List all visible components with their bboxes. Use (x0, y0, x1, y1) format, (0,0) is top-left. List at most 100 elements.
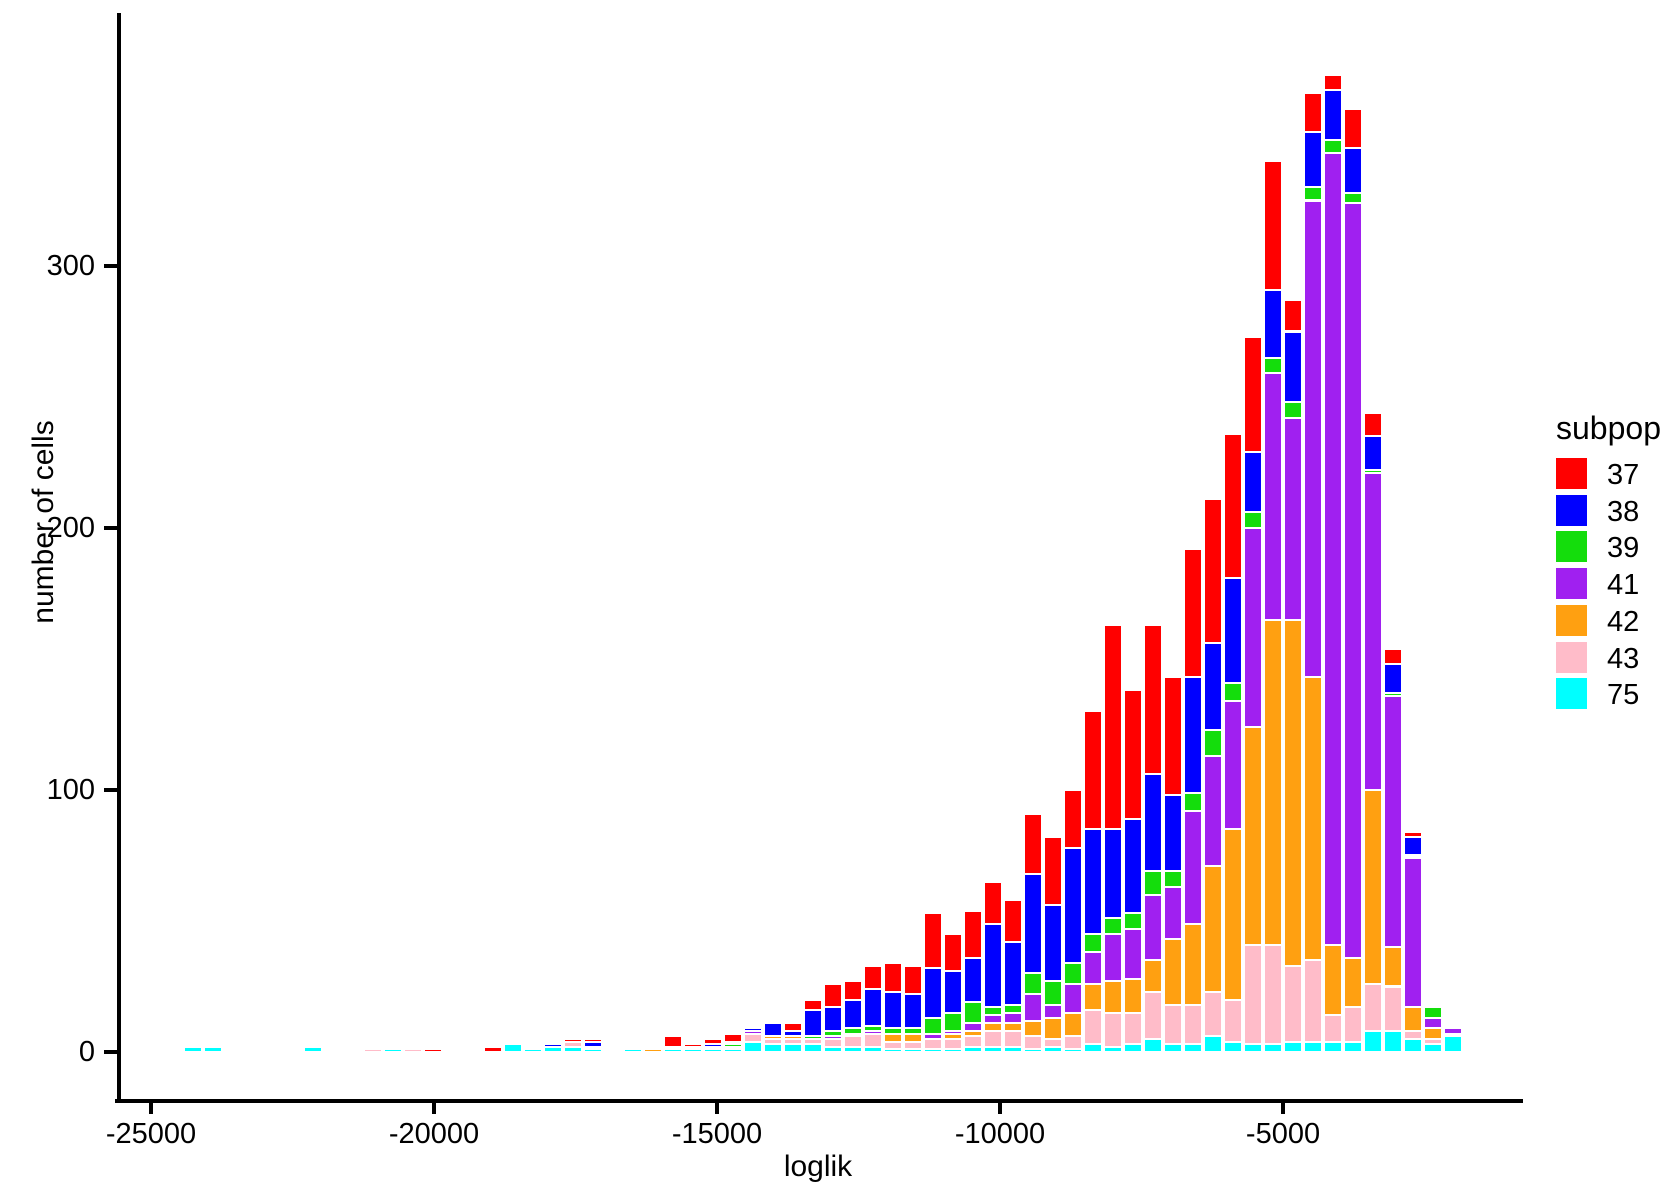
bar-segment-subpop-37 (944, 934, 962, 971)
bar-segment-subpop-43 (1364, 983, 1382, 1032)
legend-label: 39 (1607, 532, 1640, 564)
bar-segment-subpop-41 (1284, 417, 1302, 620)
bar-segment-subpop-75 (1184, 1044, 1202, 1052)
bar-segment-subpop-39 (1224, 682, 1242, 701)
bar-segment-subpop-42 (1144, 960, 1162, 992)
bar-segment-subpop-42 (1304, 677, 1322, 961)
y-tick-label: 0 (78, 1036, 95, 1068)
legend-row-subpop-75: 75 (1556, 678, 1680, 711)
legend-label: 43 (1607, 643, 1640, 675)
bar-segment-subpop-75 (1364, 1031, 1382, 1052)
bar-segment-subpop-43 (584, 1046, 602, 1050)
bar-segment-subpop-37 (1044, 837, 1062, 906)
x-tick-mark (432, 1103, 436, 1114)
bar-segment-subpop-42 (1344, 957, 1362, 1008)
bar-segment-subpop-38 (544, 1044, 562, 1047)
bar-segment-subpop-38 (644, 1046, 662, 1050)
bar-segment-subpop-43 (1144, 991, 1162, 1039)
bar-segment-subpop-75 (1384, 1031, 1402, 1052)
bar-segment-subpop-39 (1064, 962, 1082, 984)
bar-segment-subpop-37 (1244, 336, 1262, 452)
bar-segment-subpop-75 (584, 1049, 602, 1052)
bar-segment-subpop-43 (1104, 1012, 1122, 1047)
bar-segment-subpop-38 (364, 1046, 382, 1050)
bar-segment-subpop-75 (1064, 1049, 1082, 1052)
bar-segment-subpop-75 (1024, 1049, 1042, 1052)
bar-segment-subpop-41 (1384, 695, 1402, 948)
bar-segment-subpop-75 (844, 1046, 862, 1052)
legend-label: 42 (1607, 606, 1640, 638)
bar-segment-subpop-37 (1224, 433, 1242, 578)
bar-segment-subpop-43 (1164, 1004, 1182, 1045)
bar-segment-subpop-37 (884, 962, 902, 992)
bar-segment-subpop-41 (864, 1031, 882, 1034)
legend-row-subpop-41: 41 (1556, 568, 1680, 601)
y-tick-mark (104, 264, 117, 268)
bar-segment-subpop-75 (624, 1049, 642, 1052)
bar-segment-subpop-39 (904, 1028, 922, 1034)
bar-segment-subpop-39 (804, 1036, 822, 1039)
bar-segment-subpop-37 (784, 1023, 802, 1032)
bar-segment-subpop-41 (1264, 373, 1282, 620)
bar-segment-subpop-39 (1264, 357, 1282, 374)
bar-segment-subpop-43 (1204, 991, 1222, 1037)
bar-segment-subpop-39 (1344, 192, 1362, 204)
bar-segment-subpop-75 (984, 1046, 1002, 1052)
bar-segment-subpop-39 (964, 1002, 982, 1024)
bar-segment-subpop-38 (964, 957, 982, 1003)
bar-segment-subpop-43 (1264, 944, 1282, 1045)
bar-segment-subpop-38 (1344, 148, 1362, 193)
bar-segment-subpop-39 (1164, 871, 1182, 887)
bar-segment-subpop-37 (744, 1025, 762, 1029)
bar-segment-subpop-37 (504, 1041, 522, 1045)
bar-segment-subpop-75 (1164, 1044, 1182, 1052)
bar-segment-subpop-39 (1384, 693, 1402, 696)
legend: subpop 37 38 39 41 42 43 75 (1556, 410, 1680, 720)
bar-segment-subpop-42 (944, 1033, 962, 1039)
x-tick-label: -10000 (954, 1118, 1046, 1150)
bar-segment-subpop-42 (1184, 923, 1202, 1005)
bar-segment-subpop-43 (724, 1046, 742, 1050)
bar-segment-subpop-41 (984, 1015, 1002, 1024)
bar-segment-subpop-41 (824, 1036, 842, 1039)
bar-segment-subpop-41 (1404, 858, 1422, 1008)
bar-segment-subpop-75 (804, 1044, 822, 1052)
bar-segment-subpop-37 (564, 1038, 582, 1042)
bar-segment-subpop-38 (1404, 837, 1422, 856)
bar-segment-subpop-75 (1324, 1041, 1342, 1052)
bar-segment-subpop-37 (1324, 74, 1342, 91)
bar-segment-subpop-41 (1364, 472, 1382, 790)
bar-segment-subpop-39 (1404, 855, 1422, 859)
bar-segment-subpop-43 (1304, 960, 1322, 1042)
bar-segment-subpop-42 (1284, 619, 1302, 966)
bar-segment-subpop-75 (664, 1049, 682, 1052)
bar-segment-subpop-38 (744, 1028, 762, 1032)
bar-segment-subpop-75 (944, 1049, 962, 1052)
bar-segment-subpop-38 (704, 1044, 722, 1047)
bar-segment-subpop-41 (1064, 983, 1082, 1013)
bar-segment-subpop-43 (1084, 1010, 1102, 1045)
bar-segment-subpop-38 (1264, 289, 1282, 358)
bar-segment-subpop-37 (424, 1049, 442, 1052)
bar-segment-subpop-41 (1324, 153, 1342, 945)
bar-segment-subpop-42 (904, 1033, 922, 1042)
bar-segment-subpop-39 (984, 1007, 1002, 1016)
bar-segment-subpop-37 (584, 1038, 602, 1042)
bar-segment-subpop-37 (864, 965, 882, 990)
bar-segment-subpop-43 (404, 1049, 422, 1052)
bar-segment-subpop-75 (1304, 1041, 1322, 1052)
bar-segment-subpop-43 (364, 1049, 382, 1052)
legend-row-subpop-42: 42 (1556, 605, 1680, 638)
bar-segment-subpop-37 (844, 981, 862, 1000)
bar-segment-subpop-41 (1144, 894, 1162, 961)
bar-segment-subpop-43 (564, 1041, 582, 1047)
bar-segment-subpop-75 (1264, 1044, 1282, 1052)
bar-segment-subpop-39 (1124, 913, 1142, 929)
bar-segment-subpop-75 (1404, 1038, 1422, 1052)
bar-segment-subpop-41 (1344, 203, 1362, 958)
bar-segment-subpop-38 (1084, 829, 1102, 935)
bar-segment-subpop-37 (984, 881, 1002, 924)
bar-segment-subpop-43 (1044, 1038, 1062, 1047)
y-tick-mark (104, 1050, 117, 1054)
bar-segment-subpop-38 (884, 991, 902, 1029)
